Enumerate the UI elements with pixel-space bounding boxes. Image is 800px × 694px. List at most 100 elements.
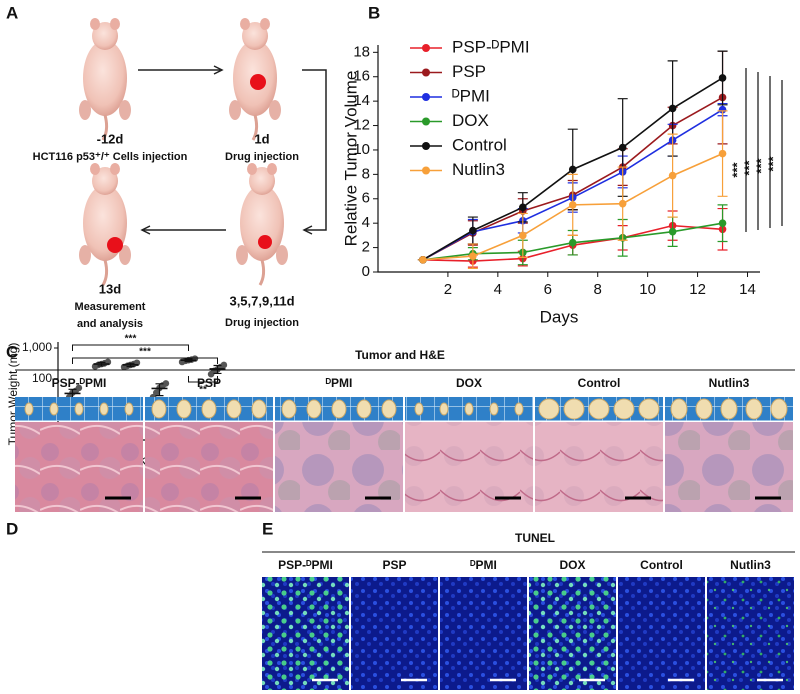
significance: *** [753,157,768,173]
legend-marker [422,117,430,126]
tumor [356,399,372,419]
tumor [464,402,474,416]
tumor [124,402,134,416]
panel-label: C [6,342,18,361]
point [75,384,83,392]
point [668,171,677,180]
tumor [281,399,297,419]
step-day: 1d [254,131,269,146]
significance: ** [199,385,207,396]
y-tick-label: 16 [353,68,370,85]
tumor [489,402,499,416]
point [568,165,577,174]
group-label: Nutlin3 [709,376,750,390]
step-caption: and analysis [77,318,143,330]
significance-bracket [188,376,218,383]
group-label: PSP-ᴰPMI [52,376,107,390]
tumor [745,398,763,420]
step-caption: HCT116 p53⁺/⁺ Cells injection [33,151,188,163]
x-axis-label: Days [540,307,579,326]
step-day: 13d [99,281,121,296]
group-label: Nutlin3 [730,558,771,572]
tunel-signal [529,577,616,690]
point [519,231,527,240]
significance: *** [741,159,756,175]
panel-label: B [368,3,380,22]
y-tick-label: 10 [353,141,370,158]
tumor [538,398,560,420]
tunel-signal [262,577,349,690]
x-tick-label: 8 [594,281,602,298]
tumor [720,398,738,420]
point [220,361,228,369]
panel-label: E [262,519,273,538]
legend-marker [422,93,430,101]
step-day: -12d [97,131,124,146]
legend-label: DOX [452,111,489,130]
error-bar [155,383,164,397]
tumor [695,398,713,420]
arrows [138,65,327,235]
step-caption: Measurement [75,301,146,313]
point [668,104,677,113]
tumor [439,402,449,416]
group-label: DOX [559,558,585,572]
x-tick-label: 4 [494,281,502,298]
group-label: Control [640,558,683,572]
point [668,227,677,236]
legend-marker [422,142,430,150]
significance: *** [765,155,780,171]
step-caption: Drug injection [225,151,299,163]
axis [377,45,760,273]
legend-marker [422,44,430,52]
step-caption: Drug injection [225,317,299,329]
x-tick-label: 10 [639,281,656,298]
point [618,143,627,152]
section-title: Tumor and H&E [355,348,445,362]
panel-label: D [6,519,18,538]
legend-label: Nutlin3 [452,160,505,179]
y-tick-label: 18 [353,43,370,60]
legend-label: PSP-ᴰPMI [452,37,530,56]
significance-bracket [72,357,218,364]
tumor [613,398,635,420]
group-label: Control [578,376,621,390]
tumor [176,399,192,419]
significance: *** [139,347,151,358]
legend-label: ᴰPMI [452,86,490,105]
point [162,380,170,387]
tunel-image [618,577,705,690]
tumor [99,402,109,416]
x-tick-label: 12 [689,281,706,298]
tumor [226,399,242,419]
significance: *** [125,334,137,345]
point [419,255,427,264]
point [568,238,577,247]
tumor [381,399,397,419]
point [469,226,477,235]
tumor [74,402,84,416]
section-title: TUNEL [515,531,555,545]
x-tick-label: 14 [739,281,756,298]
step-day: 3,5,7,9,11d [229,293,294,308]
y-tick-label: 0 [362,263,370,280]
group-label: PSP [197,376,221,390]
y-tick-label: 8 [362,165,370,182]
y-tick-label: 2 [362,239,370,256]
y-tick-label: 6 [362,190,370,207]
tumor [306,399,322,419]
x-tick-label: 2 [444,281,452,298]
point [568,201,577,209]
group-label: ᴰPMI [326,376,353,390]
point [718,219,727,227]
legend-marker [422,166,430,175]
tumor [563,398,585,420]
group-label: PSP-ᴰPMI [278,558,333,572]
point [718,74,727,82]
point [469,252,477,260]
tumor [638,398,660,420]
point [618,199,627,208]
point [153,389,160,396]
y-tick-label: 14 [353,92,370,109]
